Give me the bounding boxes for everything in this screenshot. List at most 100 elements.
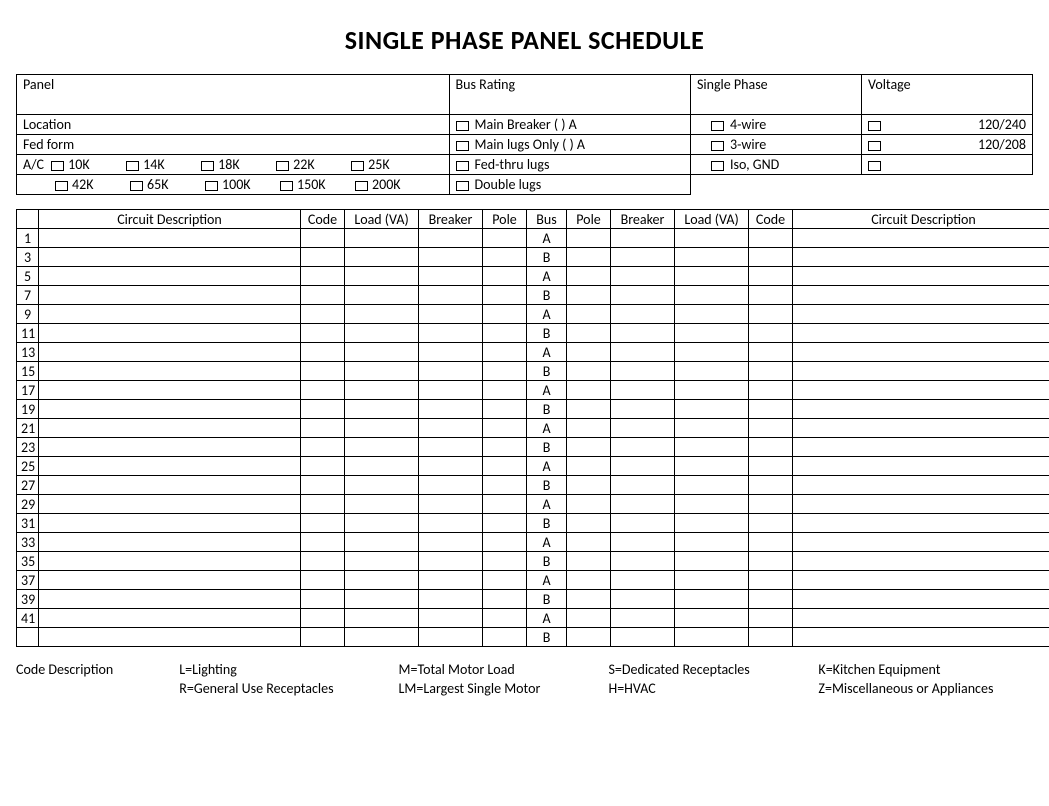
cell-pole-left [483,571,527,590]
cell-pole-right [567,628,611,647]
checkbox-icon[interactable] [280,181,293,191]
cell-pole-left [483,628,527,647]
cell-load-right [675,590,749,609]
checkbox-icon[interactable] [130,181,143,191]
cell-load-left [345,552,419,571]
opt-iso-gnd[interactable]: Iso, GND [690,155,861,175]
checkbox-icon[interactable] [55,181,68,191]
cell-load-left [345,248,419,267]
cell-pole-right [567,381,611,400]
table-row: 15B14 [17,362,1049,381]
opt-main-breaker[interactable]: Main Breaker ( ) A [449,115,690,135]
cell-desc-left [39,476,301,495]
cell-load-left [345,476,419,495]
table-row: 23B22 [17,438,1049,457]
opt-3wire[interactable]: 3-wire [690,135,861,155]
legend-item: L=Lighting [179,661,398,680]
opt-120-240[interactable]: 120/240 [861,115,1032,135]
opt-text: 120/240 [978,116,1026,133]
table-row: 1A [17,229,1049,248]
label-bus-rating: Bus Rating [449,75,690,95]
cell-code-left [301,628,345,647]
cell-code-right [749,552,793,571]
legend-item: K=Kitchen Equipment [818,661,1033,680]
opt-120-208[interactable]: 120/208 [861,135,1032,155]
opt-text: 3-wire [730,136,766,153]
cell-code-left [301,362,345,381]
cell-breaker-right [611,324,675,343]
cell-pole-left [483,495,527,514]
page-title: SINGLE PHASE PANEL SCHEDULE [16,24,1033,56]
cell-desc-left [39,343,301,362]
col-desc-left: Circuit Description [39,210,301,229]
opt-double-lugs[interactable]: Double lugs [449,175,690,195]
opt-voltage-blank[interactable] [861,155,1032,175]
table-row: 3B2 [17,248,1049,267]
cell-code-right [749,419,793,438]
cell-pole-right [567,400,611,419]
cell-breaker-left [419,609,483,628]
cell-bus: A [527,267,567,286]
checkbox-icon[interactable] [126,161,139,171]
cell-load-left [345,609,419,628]
opt-text: Fed-thru lugs [475,156,550,173]
cell-pole-left [483,533,527,552]
cell-pole-left [483,362,527,381]
col-code-right: Code [749,210,793,229]
col-load-left: Load (VA) [345,210,419,229]
row-num-left: 33 [17,533,39,552]
opt-fed-thru[interactable]: Fed-thru lugs [449,155,690,175]
cell-breaker-left [419,571,483,590]
checkbox-icon[interactable] [351,161,364,171]
bus-rating-value [449,95,690,115]
checkbox-icon[interactable] [51,161,64,171]
opt-main-lugs[interactable]: Main lugs Only ( ) A [449,135,690,155]
checkbox-icon[interactable] [276,161,289,171]
cell-load-right [675,571,749,590]
row-num-left: 29 [17,495,39,514]
cell-pole-left [483,552,527,571]
cell-load-left [345,457,419,476]
row-num-left: 37 [17,571,39,590]
cell-breaker-right [611,362,675,381]
cell-code-right [749,628,793,647]
cell-code-left [301,457,345,476]
cell-load-left [345,419,419,438]
cell-desc-left [39,438,301,457]
cell-breaker-left [419,229,483,248]
legend: Code Description L=Lighting R=General Us… [16,661,1033,699]
cell-code-left [301,381,345,400]
cell-code-left [301,343,345,362]
legend-item: M=Total Motor Load [399,661,609,680]
cell-load-right [675,438,749,457]
cell-pole-left [483,381,527,400]
cell-load-right [675,609,749,628]
cell-load-right [675,476,749,495]
cell-pole-left [483,514,527,533]
col-pole-left: Pole [483,210,527,229]
label-fed-form: Fed form [17,135,450,155]
row-num-left: 9 [17,305,39,324]
checkbox-icon[interactable] [205,181,218,191]
cell-desc-left [39,571,301,590]
cell-pole-left [483,476,527,495]
cell-breaker-left [419,343,483,362]
cell-pole-left [483,438,527,457]
checkbox-icon[interactable] [355,181,368,191]
cell-bus: A [527,609,567,628]
checkbox-icon [711,121,724,131]
cell-desc-right [793,343,1049,362]
cell-code-left [301,229,345,248]
cell-breaker-left [419,400,483,419]
cell-pole-right [567,457,611,476]
cell-code-left [301,248,345,267]
legend-item: S=Dedicated Receptacles [608,661,818,680]
checkbox-icon[interactable] [201,161,214,171]
opt-4wire[interactable]: 4-wire [690,115,861,135]
cell-desc-left [39,514,301,533]
cell-bus: B [527,590,567,609]
ac-option: 65K [147,176,201,193]
cell-breaker-left [419,552,483,571]
cell-desc-right [793,419,1049,438]
cell-load-left [345,286,419,305]
